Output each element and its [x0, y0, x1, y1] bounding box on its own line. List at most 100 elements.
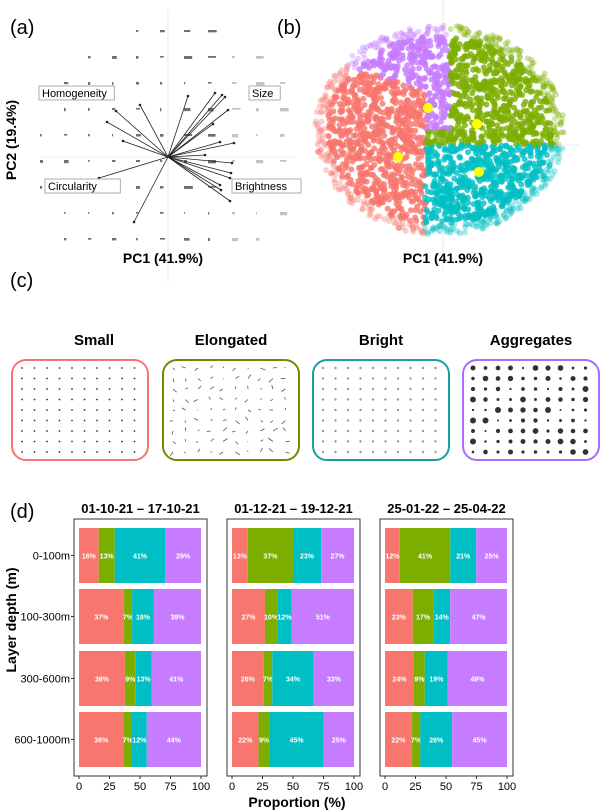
cluster-point [363, 188, 369, 195]
cluster-point [365, 141, 372, 148]
particle-thumbnail [46, 440, 48, 443]
cluster-point [465, 28, 472, 35]
cluster-point [423, 219, 430, 226]
cluster-point [478, 220, 485, 227]
cluster-point [415, 195, 422, 202]
bar-segment [114, 528, 166, 583]
panel-label-d: (d) [10, 501, 34, 523]
particle-thumbnail [584, 419, 587, 422]
cluster-point [441, 223, 448, 230]
cluster-point [417, 187, 424, 194]
cluster-point [326, 98, 333, 105]
particle-thumbnail [256, 56, 264, 59]
bar-segment [413, 651, 425, 706]
cluster-point [545, 92, 552, 99]
cluster-point [499, 126, 505, 133]
cluster-point [371, 136, 378, 142]
cluster-point [527, 111, 534, 118]
loading-arrow [133, 156, 169, 223]
particle-thumbnail [583, 376, 588, 381]
cluster-point [513, 76, 520, 83]
cluster-point [363, 71, 370, 78]
cluster-point [326, 153, 333, 160]
particle-thumbnail [58, 377, 61, 380]
cluster-point [494, 68, 501, 75]
particle-thumbnail [495, 407, 501, 413]
cluster-point [427, 37, 434, 44]
cluster-centroid [393, 152, 403, 162]
particle-thumbnail [40, 186, 43, 189]
particle-thumbnail [71, 440, 73, 443]
particle-thumbnail [434, 408, 437, 412]
particle-thumbnail [484, 429, 487, 433]
cluster-point [464, 86, 471, 93]
cluster-point [438, 102, 445, 109]
cluster-point [446, 170, 453, 177]
particle-thumbnail [96, 398, 98, 401]
cluster-point [528, 188, 535, 195]
cluster-point [453, 23, 460, 30]
particle-thumbnail [244, 399, 249, 403]
arrow-head [121, 139, 125, 143]
cluster-point [460, 101, 466, 108]
cluster-point [492, 114, 499, 121]
cluster-point [327, 78, 334, 85]
cluster-point [373, 106, 380, 113]
cluster-point [350, 145, 357, 152]
particle-thumbnail [507, 375, 514, 382]
particle-thumbnail [384, 377, 387, 380]
cluster-point [550, 108, 557, 115]
particle-thumbnail [181, 366, 186, 369]
cluster-point [435, 223, 442, 230]
cluster-point [500, 47, 507, 54]
particle-thumbnail [112, 56, 117, 59]
particle-thumbnail [346, 366, 350, 370]
particle-thumbnail [218, 397, 224, 400]
particle-thumbnail [232, 212, 236, 215]
particle-thumbnail [33, 367, 36, 369]
arrow-head [213, 91, 217, 95]
particle-thumbnail [508, 365, 513, 371]
cluster-point [324, 153, 331, 160]
cluster-point [359, 163, 366, 170]
cluster-point [398, 173, 405, 180]
bar-segment [146, 712, 201, 767]
particle-thumbnail [83, 440, 86, 443]
arrow-head [228, 199, 232, 203]
cluster-point [419, 228, 426, 235]
cluster-point [548, 147, 555, 154]
cluster-point [538, 185, 545, 192]
cluster-point [544, 90, 551, 97]
cluster-point [545, 162, 552, 169]
particle-thumbnail [121, 388, 123, 390]
cluster-point [323, 97, 330, 104]
cluster-point [383, 80, 390, 87]
cluster-point [352, 59, 359, 65]
particle-thumbnail [219, 388, 224, 392]
cluster-point [439, 26, 446, 33]
cluster-point [317, 97, 324, 104]
bar-segment [313, 651, 354, 706]
cluster-point [357, 170, 364, 177]
cluster-point [540, 83, 547, 90]
cluster-point [475, 106, 482, 113]
particle-thumbnail [583, 408, 588, 412]
particle-thumbnail [197, 378, 201, 382]
cluster-point [421, 230, 428, 237]
cluster-point [323, 167, 330, 174]
particle-thumbnail [83, 409, 86, 411]
particle-thumbnail [121, 419, 123, 422]
cluster-point [537, 98, 544, 105]
cluster-point [377, 49, 384, 56]
particle-thumbnail [421, 450, 425, 454]
cluster-point [522, 98, 529, 105]
bar-segment [420, 712, 453, 767]
cluster-point [496, 35, 503, 42]
particle-thumbnail [321, 377, 325, 380]
pca-xlabel: PC1 (41.9%) [123, 250, 203, 266]
cluster-point [467, 220, 474, 227]
cluster-point [496, 163, 503, 170]
cluster-point [406, 25, 413, 32]
particle-thumbnail [434, 440, 437, 443]
